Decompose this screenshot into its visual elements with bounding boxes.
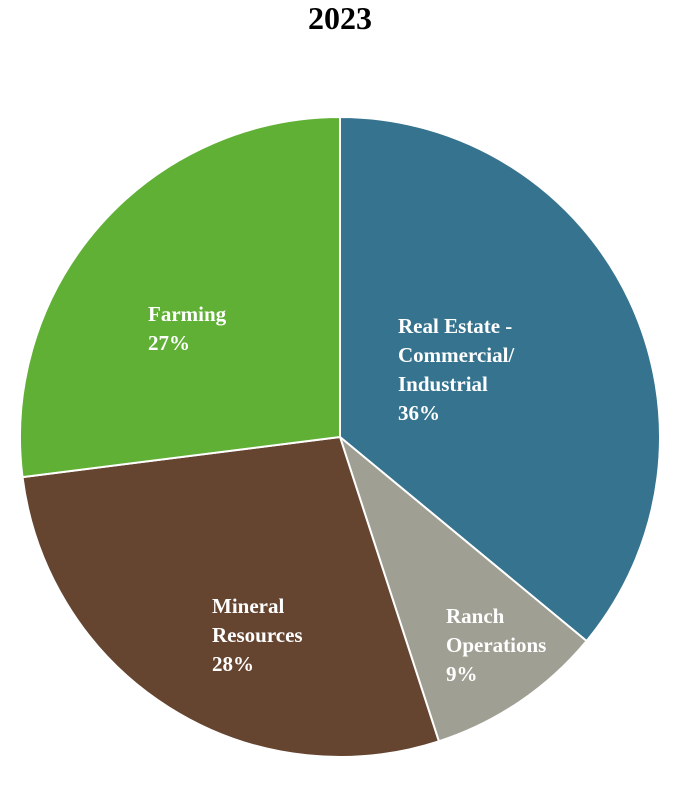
slice-label-line: Mineral — [212, 594, 284, 618]
slice-percent: 9% — [446, 662, 478, 686]
pie-slice-1 — [339, 115, 661, 643]
slice-label-line: Commercial/ — [398, 343, 515, 367]
slice-percent: 36% — [398, 401, 440, 425]
pie-slice-3 — [21, 435, 441, 758]
slice-percent: 28% — [212, 652, 254, 676]
slice-label-4: Farming 27% — [148, 302, 227, 355]
slice-label-line: Farming — [148, 302, 227, 326]
slice-percent: 27% — [148, 331, 190, 355]
slice-label-line: Real Estate - — [398, 314, 512, 338]
slice-label-3: Mineral Resources 28% — [212, 594, 303, 676]
slice-label-line: Ranch — [446, 604, 505, 628]
pie-slice-2 — [337, 434, 588, 743]
slice-label-line: Operations — [446, 633, 546, 657]
slice-label-line: Resources — [212, 623, 303, 647]
pie-slice-4 — [19, 115, 341, 479]
chart-title: 2023 — [308, 0, 372, 36]
slice-label-line: Industrial — [398, 372, 488, 396]
slice-label-2: Ranch Operations 9% — [446, 604, 546, 686]
slice-label-1: Real Estate - Commercial/Industrial 36% — [398, 314, 515, 425]
